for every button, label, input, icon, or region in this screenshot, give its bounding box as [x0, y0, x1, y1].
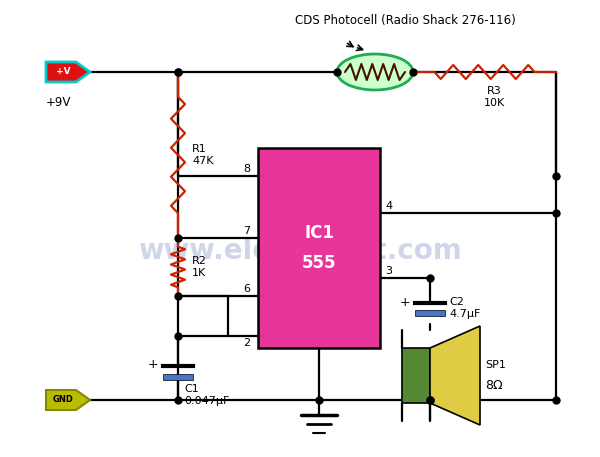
- Bar: [163, 374, 193, 380]
- Text: www.eleccircuit.com: www.eleccircuit.com: [138, 237, 462, 266]
- Text: R2
1K: R2 1K: [192, 256, 207, 278]
- Text: 3: 3: [385, 266, 392, 276]
- Text: 7: 7: [243, 226, 250, 236]
- Text: 8Ω: 8Ω: [485, 379, 503, 392]
- Text: 2: 2: [243, 338, 250, 348]
- Text: SP1: SP1: [485, 361, 506, 371]
- Text: +V: +V: [56, 68, 70, 76]
- Text: 8: 8: [243, 164, 250, 174]
- Text: R3
10K: R3 10K: [484, 86, 505, 107]
- Text: +: +: [148, 357, 158, 371]
- Text: GND: GND: [53, 395, 73, 404]
- FancyBboxPatch shape: [258, 148, 380, 348]
- Bar: [402, 348, 430, 403]
- Text: +9V: +9V: [46, 96, 71, 109]
- Polygon shape: [46, 390, 90, 410]
- Text: 555: 555: [302, 254, 336, 272]
- Bar: [415, 310, 445, 316]
- Polygon shape: [430, 326, 480, 425]
- Text: IC1: IC1: [304, 224, 334, 242]
- Text: R1
47K: R1 47K: [192, 144, 214, 166]
- Text: +: +: [400, 297, 410, 309]
- Text: C2
4.7μF: C2 4.7μF: [449, 297, 481, 319]
- Text: CDS Photocell (Radio Shack 276-116): CDS Photocell (Radio Shack 276-116): [295, 14, 515, 27]
- Polygon shape: [46, 62, 90, 82]
- Text: 4: 4: [385, 201, 392, 211]
- Text: 6: 6: [243, 284, 250, 294]
- Text: C1
0.047μF: C1 0.047μF: [184, 384, 229, 406]
- Ellipse shape: [337, 54, 413, 90]
